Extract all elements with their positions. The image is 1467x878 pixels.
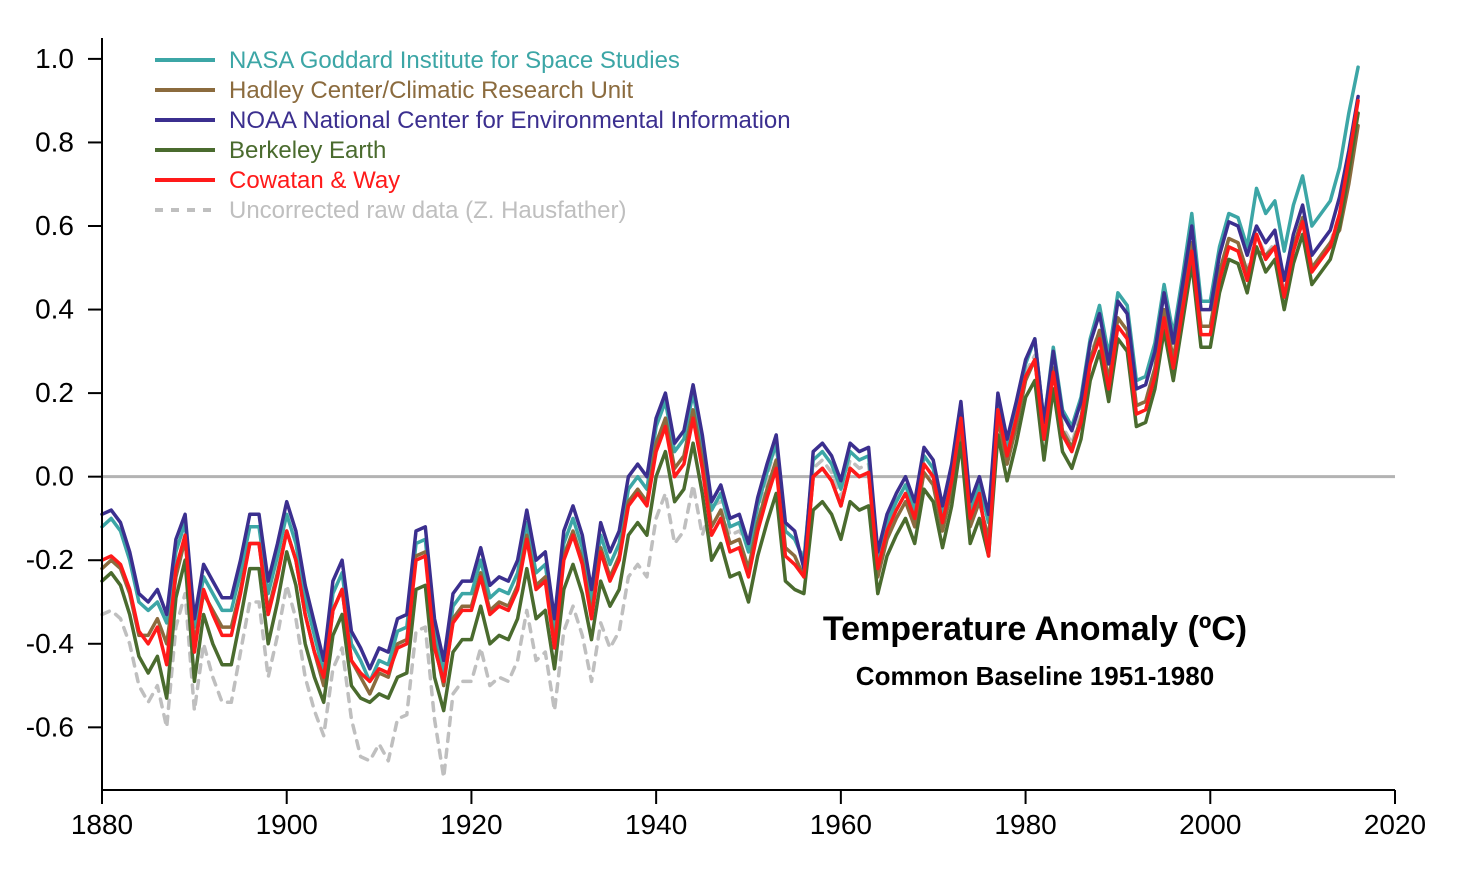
x-tick-label: 1980 [994,809,1056,840]
y-tick-label: 0.8 [35,126,74,157]
x-tick-label: 1960 [810,809,872,840]
legend-label-cowatan: Cowatan & Way [229,167,400,194]
chart-svg: 1880 1900 1920 1940 1960 1980 2000 2020 -0.6 -0.4… [0,0,1467,878]
x-tick-label: 2000 [1179,809,1241,840]
y-tick-label: -0.2 [26,544,74,575]
y-tick-label: -0.4 [26,628,74,659]
x-tick-label: 1900 [256,809,318,840]
temperature-anomaly-chart: 1880 1900 1920 1940 1960 1980 2000 2020 -0.6 -0.4… [0,0,1467,878]
chart-title: Temperature Anomaly (ºC) [823,610,1247,648]
chart-subtitle: Common Baseline 1951-1980 [856,661,1214,691]
y-tick-label: 0.2 [35,377,74,408]
y-tick-label: 1.0 [35,43,74,74]
y-tick-label: 0.0 [35,461,74,492]
y-tick-label: 0.4 [35,294,74,325]
x-tick-label: 2020 [1364,809,1426,840]
legend-label-nasa: NASA Goddard Institute for Space Studies [229,47,680,74]
legend-label-hadley: Hadley Center/Climatic Research Unit [229,77,633,104]
y-tick-label: 0.6 [35,210,74,241]
legend-label-raw: Uncorrected raw data (Z. Hausfather) [229,197,627,224]
legend-label-noaa: NOAA National Center for Environmental I… [229,107,791,134]
legend-label-berkeley: Berkeley Earth [229,137,386,164]
x-tick-label: 1880 [71,809,133,840]
x-tick-label: 1920 [440,809,502,840]
y-tick-label: -0.6 [26,711,74,742]
x-tick-label: 1940 [625,809,687,840]
